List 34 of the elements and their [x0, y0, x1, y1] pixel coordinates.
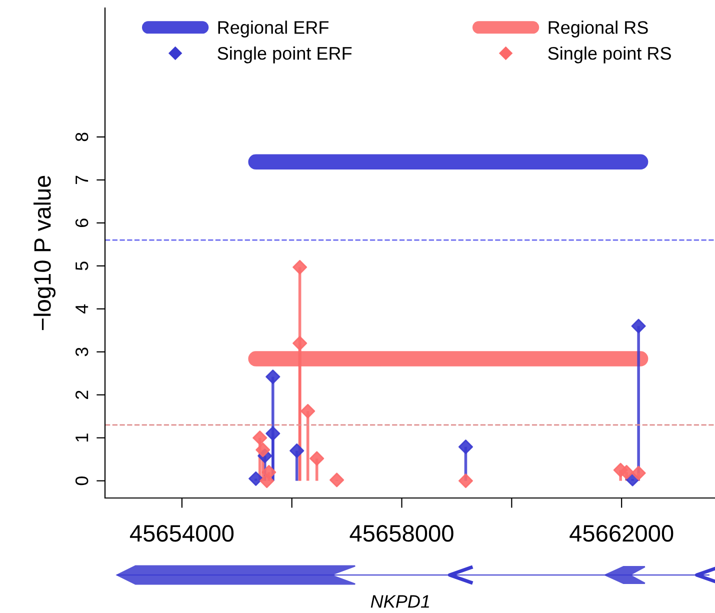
y-tick-label: 6	[75, 218, 88, 228]
y-tick-label: 2	[75, 390, 88, 399]
point	[292, 260, 308, 274]
point	[300, 404, 316, 418]
legend-label: Single point ERF	[218, 46, 352, 64]
point	[310, 451, 324, 466]
point	[292, 336, 308, 351]
point	[631, 466, 646, 480]
y-tick-label: 4	[76, 304, 88, 314]
y-axis-title: −log10 P value	[34, 176, 56, 330]
point	[330, 472, 344, 488]
point	[256, 442, 270, 458]
x-tick-label: 45654000	[130, 525, 234, 542]
point	[631, 318, 646, 334]
y-tick-label: 5	[76, 262, 88, 270]
y-tick-label: 7	[76, 176, 88, 184]
point	[458, 440, 474, 454]
text: NKPD1	[370, 595, 429, 608]
x-tick-label: 45658000	[350, 525, 454, 542]
point	[458, 474, 474, 488]
y-tick-label: 3	[75, 348, 88, 356]
point	[260, 474, 274, 488]
legend-label: Regional ERF	[218, 20, 329, 38]
point	[266, 370, 280, 384]
x-tick-label: 45662000	[570, 525, 674, 542]
y-tick-label: 1	[76, 434, 88, 442]
y-tick-label: 0	[75, 476, 88, 486]
y-tick-label: 8	[75, 132, 88, 142]
point	[252, 430, 268, 446]
point	[290, 443, 304, 458]
legend-label: Single point RS	[548, 46, 671, 64]
point	[266, 426, 280, 441]
point	[248, 471, 264, 486]
legend-label: Regional RS	[548, 20, 648, 38]
